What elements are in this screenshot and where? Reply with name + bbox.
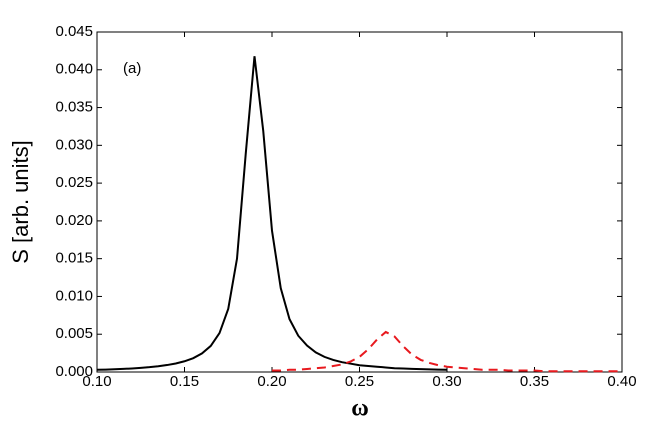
x-tick-label: 0.10 xyxy=(82,373,111,390)
line-series xyxy=(96,56,448,371)
plot-frame xyxy=(96,31,623,373)
y-tick-label: 0.025 xyxy=(55,174,93,191)
y-tick-label: 0.015 xyxy=(55,250,93,267)
line-series xyxy=(272,330,622,373)
y-tick-label: 0.040 xyxy=(55,61,93,78)
y-axis-title: S [arb. units] xyxy=(8,140,33,264)
y-tick-label: 0.045 xyxy=(55,23,93,40)
y-tick-label: 0.030 xyxy=(55,136,93,153)
x-tick-label: 0.25 xyxy=(345,373,374,390)
x-tick-label: 0.30 xyxy=(432,373,461,390)
y-tick-label: 0.020 xyxy=(55,212,93,229)
y-tick-label: 0.010 xyxy=(55,287,93,304)
y-tick-label: 0.005 xyxy=(55,325,93,342)
x-tick-label: 0.40 xyxy=(607,373,636,390)
annotation: (a) xyxy=(123,60,141,77)
x-tick-label: 0.15 xyxy=(170,373,199,390)
x-axis-title: ω xyxy=(351,396,369,422)
x-tick-label: 0.35 xyxy=(520,373,549,390)
x-tick-label: 0.20 xyxy=(257,373,286,390)
y-tick-label: 0.035 xyxy=(55,99,93,116)
y-tick-label: 0.000 xyxy=(55,363,93,380)
